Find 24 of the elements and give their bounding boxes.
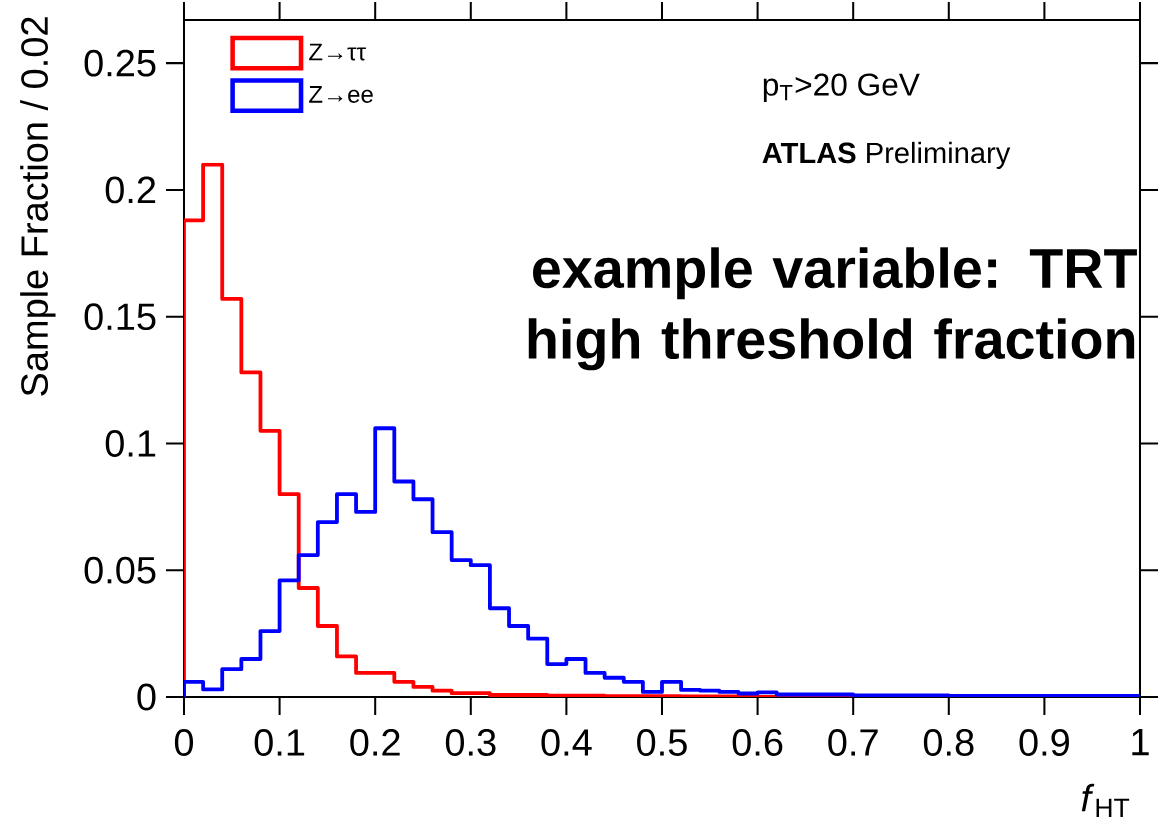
x-tick-label: 0.9 bbox=[1019, 729, 1069, 757]
y-tick-label: 0 bbox=[137, 683, 156, 711]
x-tick-label: 0.2 bbox=[350, 729, 400, 757]
x-tick-label: 0.7 bbox=[828, 729, 878, 757]
x-tick-label: 0.8 bbox=[923, 729, 974, 757]
y-axis-title: Sample Fraction / 0.02 bbox=[20, 17, 56, 397]
y-tick-label: 0.25 bbox=[84, 49, 156, 77]
y-tick-label: 0.1 bbox=[105, 430, 156, 458]
y-tick-label: 0.2 bbox=[105, 176, 156, 204]
x-tick-label: 1 bbox=[1132, 729, 1149, 756]
annotation: ATLAS Preliminary bbox=[762, 142, 1011, 170]
x-tick-label: 0 bbox=[174, 729, 194, 757]
y-tick-label: 0.05 bbox=[84, 557, 156, 584]
x-tick-label: 0.4 bbox=[541, 729, 592, 757]
x-tick-label: 0.6 bbox=[732, 729, 783, 757]
annotation: p$_{T}$>20 GeV bbox=[763, 73, 920, 103]
legend-label: Z→ττ bbox=[309, 43, 366, 61]
annotation: example variable: TRT high threshold fraction bbox=[528, 247, 1137, 371]
legend-label: Z→ee bbox=[309, 86, 373, 104]
x-tick-label: 0.5 bbox=[637, 729, 687, 757]
x-axis-title: f$_{HT}$ bbox=[1081, 784, 1130, 818]
y-tick-label: 0.15 bbox=[84, 303, 156, 331]
x-tick-label: 0.1 bbox=[254, 729, 305, 757]
x-tick-label: 0.3 bbox=[445, 729, 496, 757]
